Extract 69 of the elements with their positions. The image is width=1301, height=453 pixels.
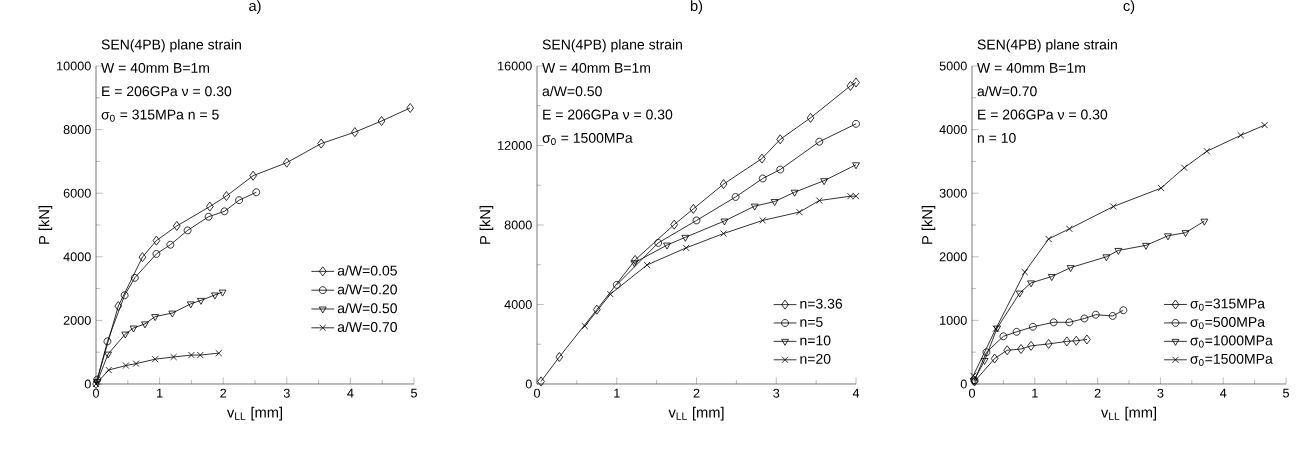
chart-title: a) (249, 0, 261, 14)
annotation: n = 10 (977, 132, 1016, 143)
annotation: E = 206GPa ν = 0.30 (543, 109, 673, 120)
x-tick-label: 0 (92, 388, 100, 398)
legend-label: n=5 (800, 317, 823, 327)
y-tick-label: 0 (525, 379, 532, 389)
text: SEN(4PB) plane strain (101, 39, 241, 53)
x-axis-title: v$_{LL}$ [mm] (227, 406, 282, 421)
annotation: W = 40mm B=1m (101, 62, 210, 73)
y-tick-label: 16000 (498, 61, 532, 71)
x-tick-label: 3 (773, 388, 780, 398)
y-tick-label: 0 (960, 379, 967, 389)
annotation: W = 40mm B=1m (977, 62, 1085, 73)
x-axis-title: v$_{LL}$ [mm] (1101, 406, 1157, 421)
y-axis-title: P [kN] (38, 206, 53, 244)
legend-label: n=20 (800, 353, 831, 364)
y-tick-label: 12000 (498, 141, 532, 150)
x-tick-label: 0 (533, 388, 541, 398)
x-tick-label: 1 (157, 388, 163, 398)
legend-label: a/W=0.20 (337, 284, 397, 295)
y-tick-label: 2000 (939, 252, 967, 262)
x-tick-label: 2 (693, 388, 700, 398)
y-tick-label: 6000 (63, 188, 91, 198)
y-tick-label: 5000 (939, 61, 967, 71)
x-tick-label: 1 (1032, 388, 1038, 398)
x-tick-label: 4 (347, 388, 354, 398)
y-axis-title: P [kN] (479, 206, 494, 244)
y-axis-title: P [kN] (921, 206, 936, 244)
text: SEN(4PB) plane strain (542, 39, 682, 53)
y-tick-label: 4000 (504, 300, 532, 309)
annotation: σ$_{0}$ = 315MPa n = 5 (101, 109, 219, 122)
x-tick-label: 3 (1157, 388, 1164, 398)
chart-title: b) (690, 0, 703, 14)
y-tick-label: 8000 (504, 220, 532, 230)
y-tick-label: 3000 (939, 188, 967, 198)
legend-label: σ$_{0}$=1000MPa (1190, 335, 1273, 348)
annotation: σ$_{0}$ = 1500MPa (542, 132, 633, 145)
annotation: a/W=0.50 (542, 85, 602, 97)
legend-label: a/W=0.50 (337, 302, 397, 314)
y-tick-label: 4000 (939, 125, 967, 135)
annotation: E = 206GPa ν = 0.30 (978, 109, 1108, 120)
legend-label: a/W=0.05 (337, 265, 397, 276)
legend-label: σ$_{0}$=315MPa (1190, 298, 1265, 311)
x-tick-label: 2 (220, 388, 227, 398)
legend-label: σ$_{0}$=1500MPa (1190, 353, 1273, 366)
legend-label: a/W=0.70 (337, 321, 397, 333)
x-tick-label: 4 (1219, 388, 1227, 398)
legend-label: σ$_{0}$=500MPa (1190, 317, 1265, 330)
y-tick-label: 4000 (63, 252, 91, 262)
y-tick-label: 2000 (63, 315, 91, 325)
x-tick-label: 1 (614, 388, 620, 398)
x-tick-label: 0 (968, 388, 976, 398)
y-tick-label: 10000 (57, 61, 91, 71)
x-tick-label: 5 (1282, 388, 1290, 398)
chart-title: c) (1123, 0, 1135, 14)
annotation: W = 40mm B=1m (542, 62, 651, 73)
y-tick-label: 0 (84, 379, 91, 389)
y-tick-label: 8000 (63, 125, 91, 135)
x-tick-label: 5 (410, 388, 417, 398)
x-tick-label: 2 (1094, 388, 1101, 398)
y-tick-label: 1000 (940, 315, 967, 325)
x-tick-label: 4 (852, 388, 860, 398)
annotation: E = 206GPa ν = 0.30 (102, 86, 232, 97)
text: SEN(4PB) plane strain (977, 39, 1117, 53)
legend-label: n=10 (800, 335, 831, 346)
x-axis-title: v$_{LL}$ [mm] (668, 406, 724, 421)
x-tick-label: 3 (283, 388, 290, 398)
legend-label: n=3.36 (800, 298, 843, 309)
annotation: a/W=0.70 (977, 85, 1037, 97)
